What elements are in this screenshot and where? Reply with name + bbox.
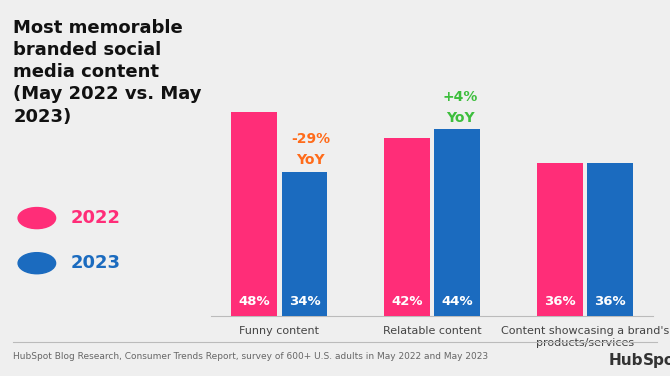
Bar: [384, 138, 430, 316]
Text: 34%: 34%: [289, 295, 320, 308]
Text: 36%: 36%: [594, 295, 626, 308]
Text: 2022: 2022: [70, 209, 121, 227]
Bar: [281, 171, 328, 316]
Bar: [231, 112, 277, 316]
Text: 48%: 48%: [239, 295, 270, 308]
Text: Hub: Hub: [609, 353, 643, 368]
Text: 36%: 36%: [544, 295, 576, 308]
Text: YoY: YoY: [446, 111, 475, 125]
Text: YoY: YoY: [296, 153, 325, 167]
Text: 44%: 44%: [442, 295, 473, 308]
Text: 42%: 42%: [391, 295, 423, 308]
Text: Spot: Spot: [643, 353, 670, 368]
Bar: [537, 163, 583, 316]
Text: 2023: 2023: [70, 254, 121, 272]
Text: +4%: +4%: [443, 89, 478, 103]
Text: Most memorable
branded social
media content
(May 2022 vs. May
2023): Most memorable branded social media cont…: [13, 19, 202, 126]
Text: -29%: -29%: [291, 132, 330, 146]
Bar: [588, 163, 633, 316]
Text: HubSpot Blog Research, Consumer Trends Report, survey of 600+ U.S. adults in May: HubSpot Blog Research, Consumer Trends R…: [13, 352, 488, 361]
Bar: [434, 129, 480, 316]
